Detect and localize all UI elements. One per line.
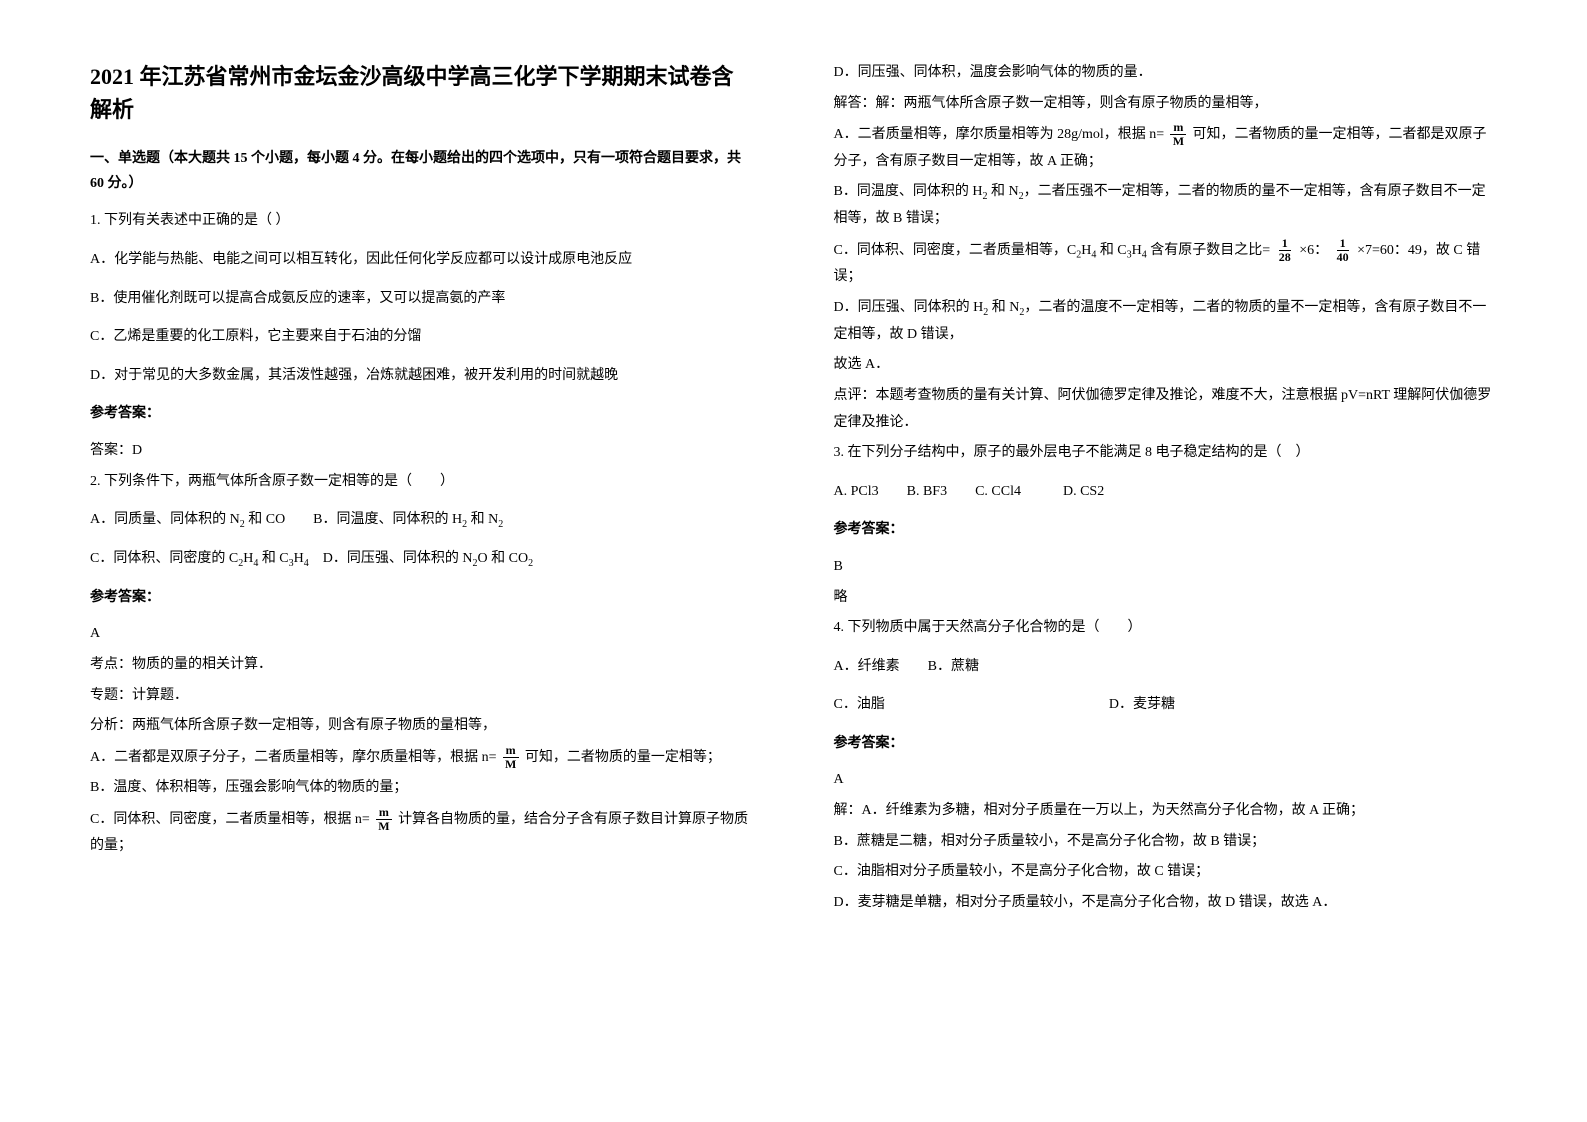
fraction-denominator: M [502, 758, 519, 771]
fraction-numerator: m [1170, 121, 1186, 135]
fraction-denominator: M [1170, 135, 1187, 148]
text-fragment: C．同体积、同密度的 C [90, 551, 238, 566]
text-fragment: A．同质量、同体积的 N [90, 512, 240, 527]
q2-fenxi: 分析：两瓶气体所含原子数一定相等，则含有原子物质的量相等， [90, 713, 754, 740]
fraction-m-over-M: m M [375, 806, 392, 833]
q2-answer-heading: 参考答案： [90, 585, 754, 612]
q3-stem: 3. 在下列分子结构中，原子的最外层电子不能满足 8 电子稳定结构的是（ ） [834, 440, 1498, 467]
q4-jie-b: B．蔗糖是二糖，相对分子质量较小，不是高分子化合物，故 B 错误； [834, 829, 1498, 856]
q4-answer-heading: 参考答案： [834, 731, 1498, 758]
fraction-numerator: 1 [1279, 237, 1291, 251]
text-fragment: B．同温度、同体积的 H [834, 184, 983, 199]
fraction-numerator: m [376, 806, 392, 820]
q3-lue: 略 [834, 585, 1498, 612]
text-fragment: A．二者都是双原子分子，二者质量相等，摩尔质量相等，根据 n= [90, 750, 497, 765]
text-fragment: A．二者质量相等，摩尔质量相等为 28g/mol，根据 n= [834, 127, 1165, 142]
text-fragment: 和 N [467, 512, 498, 527]
q2-kaodian: 考点：物质的量的相关计算． [90, 652, 754, 679]
q2-analysis-a: A．二者都是双原子分子，二者质量相等，摩尔质量相等，根据 n= m M 可知，二… [90, 744, 754, 772]
q4-jie-a: 解：A．纤维素为多糖，相对分子质量在一万以上，为天然高分子化合物，故 A 正确； [834, 798, 1498, 825]
fraction-m-over-M: m M [502, 744, 519, 771]
fraction-denominator: M [375, 820, 392, 833]
section-heading: 一、单选题（本大题共 15 个小题，每小题 4 分。在每小题给出的四个选项中，只… [90, 146, 754, 196]
text-fragment: O 和 CO [478, 551, 529, 566]
text-fragment: D．同压强、同体积的 H [834, 300, 984, 315]
q4-options-ab: A．纤维素 B．蔗糖 [834, 654, 1498, 681]
fraction-denominator: 40 [1334, 251, 1352, 264]
q2-solve-b: B．同温度、同体积的 H2 和 N2，二者压强不一定相等，二者的物质的量不一定相… [834, 179, 1498, 232]
q2-analysis-d: D．同压强、同体积，温度会影响气体的物质的量． [834, 60, 1498, 87]
q3-answer: B [834, 554, 1498, 581]
q4-jie-d: D．麦芽糖是单糖，相对分子质量较小，不是高分子化合物，故 D 错误，故选 A． [834, 890, 1498, 917]
text-fragment: 和 N [988, 300, 1019, 315]
text-fragment: 和 CO B．同温度、同体积的 H [245, 512, 462, 527]
q2-options-cd: C．同体积、同密度的 C2H4 和 C3H4 D．同压强、同体积的 N2O 和 … [90, 546, 754, 573]
text-fragment: C．同体积、同密度，二者质量相等，根据 n= [90, 812, 370, 827]
fraction-m-over-M: m M [1170, 121, 1187, 148]
text-fragment: H [1081, 243, 1091, 258]
text-fragment: C．同体积、同密度，二者质量相等，C [834, 243, 1077, 258]
text-fragment: 含有原子数目之比= [1147, 243, 1270, 258]
text-fragment: ×6： [1299, 243, 1328, 258]
text-fragment: H [243, 551, 253, 566]
q1-answer-heading: 参考答案： [90, 401, 754, 428]
q2-options-ab: A．同质量、同体积的 N2 和 CO B．同温度、同体积的 H2 和 N2 [90, 507, 754, 534]
q2-answer: A [90, 621, 754, 648]
text-fragment: 可知，二者物质的量一定相等； [525, 750, 721, 765]
fraction-numerator: m [503, 744, 519, 758]
q2-dianping: 点评：本题考查物质的量有关计算、阿伏伽德罗定律及推论，难度不大，注意根据 pV=… [834, 383, 1498, 436]
q2-stem: 2. 下列条件下，两瓶气体所含原子数一定相等的是（ ） [90, 469, 754, 496]
q2-analysis-c: C．同体积、同密度，二者质量相等，根据 n= m M 计算各自物质的量，结合分子… [90, 806, 754, 860]
text-fragment: D．同压强、同体积的 N [309, 551, 473, 566]
text-fragment: 和 N [987, 184, 1018, 199]
text-fragment: 和 C [1096, 243, 1126, 258]
text-fragment: H [294, 551, 304, 566]
q1-option-b: B．使用催化剂既可以提高合成氨反应的速率，又可以提高氨的产率 [90, 286, 754, 313]
right-column: D．同压强、同体积，温度会影响气体的物质的量． 解答：解：两瓶气体所含原子数一定… [834, 60, 1498, 1062]
q2-jieda: 解答：解：两瓶气体所含原子数一定相等，则含有原子物质的量相等， [834, 91, 1498, 118]
text-fragment: H [1132, 243, 1142, 258]
q2-solve-c: C．同体积、同密度，二者质量相等，C2H4 和 C3H4 含有原子数目之比= 1… [834, 237, 1498, 291]
q3-answer-heading: 参考答案： [834, 517, 1498, 544]
fraction-numerator: 1 [1337, 237, 1349, 251]
text-fragment: 和 C [258, 551, 288, 566]
fraction-denominator: 28 [1276, 251, 1294, 264]
q1-answer: 答案：D [90, 438, 754, 465]
q1-option-a: A．化学能与热能、电能之间可以相互转化，因此任何化学反应都可以设计成原电池反应 [90, 247, 754, 274]
q2-solve-d: D．同压强、同体积的 H2 和 N2，二者的温度不一定相等，二者的物质的量不一定… [834, 295, 1498, 348]
q2-solve-a: A．二者质量相等，摩尔质量相等为 28g/mol，根据 n= m M 可知，二者… [834, 121, 1498, 175]
fraction-1-over-40: 1 40 [1334, 237, 1352, 264]
q4-options-cd: C．油脂 D．麦芽糖 [834, 692, 1498, 719]
document-title: 2021 年江苏省常州市金坛金沙高级中学高三化学下学期期末试卷含解析 [90, 60, 754, 126]
q1-option-c: C．乙烯是重要的化工原料，它主要来自于石油的分馏 [90, 324, 754, 351]
q2-analysis-b: B．温度、体积相等，压强会影响气体的物质的量； [90, 775, 754, 802]
fraction-1-over-28: 1 28 [1276, 237, 1294, 264]
q2-guxuan: 故选 A． [834, 352, 1498, 379]
q2-zhuanti: 专题：计算题． [90, 683, 754, 710]
q4-jie-c: C．油脂相对分子质量较小，不是高分子化合物，故 C 错误； [834, 859, 1498, 886]
q4-answer: A [834, 767, 1498, 794]
q1-option-d: D．对于常见的大多数金属，其活泼性越强，冶炼就越困难，被开发利用的时间就越晚 [90, 363, 754, 390]
q3-options: A. PCl3 B. BF3 C. CCl4 D. CS2 [834, 479, 1498, 506]
q1-stem: 1. 下列有关表述中正确的是（ ） [90, 208, 754, 235]
q4-stem: 4. 下列物质中属于天然高分子化合物的是（ ） [834, 615, 1498, 642]
left-column: 2021 年江苏省常州市金坛金沙高级中学高三化学下学期期末试卷含解析 一、单选题… [90, 60, 754, 1062]
